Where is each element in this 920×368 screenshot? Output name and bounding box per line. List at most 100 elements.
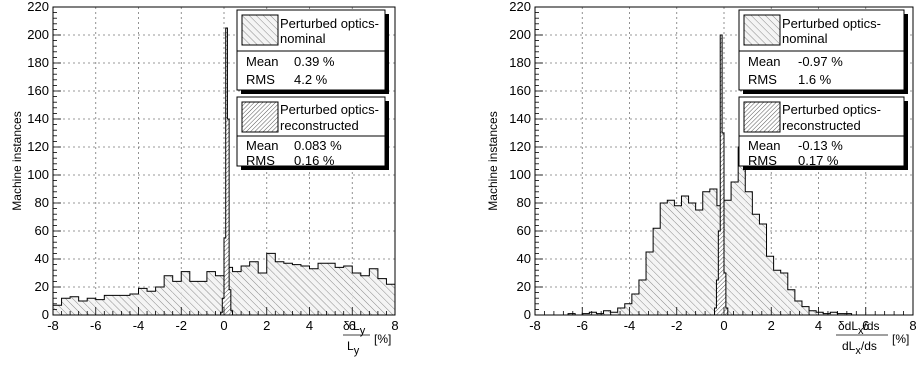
y-tick-label: 20	[517, 279, 531, 294]
histogram-bin	[780, 273, 788, 315]
stat-mean-label: Mean	[246, 138, 279, 153]
histogram-bin	[653, 228, 661, 315]
legend-nominal: Perturbed optics- nominal Mean 0.39 % RM…	[236, 9, 389, 94]
legend-label-reconstructed-line2: reconstructed	[280, 118, 359, 133]
svg-text:δdLx/ds: δdLx/ds	[838, 319, 880, 337]
histogram-bin	[844, 313, 852, 315]
x-tick-label: 4	[815, 318, 822, 333]
legend-reconstructed: Perturbed optics- reconstructed Mean 0.0…	[236, 96, 389, 170]
stat-mean-value: 0.083 %	[294, 138, 342, 153]
stat-mean-label: Mean	[246, 54, 279, 69]
legend-nominal: Perturbed optics- nominal Mean -0.97 % R…	[738, 9, 908, 94]
x-label-denominator-suffix: /ds	[861, 339, 877, 353]
histogram-bin	[720, 35, 723, 315]
histogram-bin	[326, 263, 336, 315]
x-tick-label: 8	[391, 318, 398, 333]
histogram-bin	[78, 301, 88, 315]
histogram-bin	[688, 203, 696, 315]
histogram-bin	[660, 203, 668, 315]
histogram-bin	[129, 294, 139, 315]
x-tick-labels: -8 -6 -4 -2 0 2 4 6 8	[47, 318, 398, 333]
histogram-bin	[738, 147, 746, 315]
histogram-bin	[258, 273, 267, 315]
histogram-bin	[681, 196, 689, 315]
svg-text:Ly: Ly	[347, 339, 360, 357]
y-tick-label: 80	[517, 195, 531, 210]
histogram-bin	[335, 267, 344, 315]
histogram-bin	[731, 182, 739, 315]
svg-text:δ Ly: δ Ly	[343, 319, 366, 337]
histogram-bin	[724, 273, 726, 315]
x-label-numerator: δdL	[838, 319, 858, 333]
histogram-bin	[292, 264, 301, 315]
histogram-bin	[714, 308, 717, 315]
histogram-bin	[568, 313, 576, 315]
x-axis-label: δdLx/ds dLx/ds [%]	[836, 319, 909, 357]
x-tick-label: -8	[47, 318, 59, 333]
histogram-bin	[638, 280, 647, 315]
y-tick-label: 100	[509, 167, 531, 182]
histogram-bin	[318, 263, 327, 315]
histogram-bin	[147, 291, 156, 315]
histogram-outline	[567, 146, 853, 316]
histogram-outline	[218, 27, 235, 316]
histogram-bin	[222, 298, 224, 315]
x-label-numerator-suffix: /ds	[864, 319, 880, 333]
histogram-bin	[667, 200, 675, 315]
panel-right: -8 -6 -4 -2 0 2 4 6 8 0 20 40 60 80 100 120 140 160 180 20…	[486, 0, 917, 357]
y-tick-label: 120	[509, 139, 531, 154]
histogram-bin	[718, 231, 721, 315]
histogram-bin	[617, 308, 625, 315]
legend-label-nominal-line1: Perturbed optics-	[782, 16, 881, 31]
histogram-bin	[104, 295, 113, 315]
histogram-bin	[752, 214, 760, 315]
histogram-bin	[352, 273, 361, 315]
histogram-bin	[596, 313, 604, 315]
x-tick-label: -2	[175, 318, 187, 333]
stat-rms-value: 0.16 %	[294, 153, 335, 168]
histogram-bin	[716, 280, 719, 315]
y-tick-label: 0	[524, 307, 531, 322]
x-tick-label: -8	[529, 318, 541, 333]
histogram-bin	[138, 288, 148, 315]
x-label-unit: [%]	[892, 332, 909, 346]
histogram-bin	[227, 119, 230, 315]
y-axis-label: Machine instances	[10, 111, 24, 210]
histogram-bin	[230, 310, 233, 315]
x-tick-label: -4	[133, 318, 145, 333]
panel-left: -8 -6 -4 -2 0 2 4 6 8 0 20 40 60 80 100 120 140 160 180 20…	[10, 0, 399, 357]
histogram-bin	[369, 268, 378, 315]
stat-mean-value: -0.13 %	[798, 138, 843, 153]
stat-rms-value: 0.17 %	[798, 153, 839, 168]
x-tick-label: 4	[306, 318, 313, 333]
histogram-bin	[225, 28, 228, 315]
x-label-numerator-sub: y	[360, 325, 366, 337]
x-label-denominator: L	[347, 339, 354, 353]
y-tick-label: 80	[35, 195, 49, 210]
x-tick-label: 6	[349, 318, 356, 333]
histogram-bin	[198, 281, 207, 315]
histogram-bin	[745, 191, 753, 315]
histogram-bin	[603, 310, 611, 315]
y-tick-label: 120	[27, 139, 49, 154]
histogram-bin	[87, 298, 96, 315]
stat-rms-label: RMS	[748, 153, 777, 168]
histogram-bin	[155, 287, 165, 315]
legend-swatch-reconstructed	[743, 101, 781, 133]
histogram-bin	[164, 275, 173, 315]
histogram-bin	[695, 210, 703, 315]
stat-rms-label: RMS	[246, 72, 275, 87]
legend-label-reconstructed-line1: Perturbed optics-	[782, 102, 881, 117]
x-tick-label: 0	[220, 318, 227, 333]
legend-swatch-nominal	[241, 14, 279, 46]
legend-label-nominal-line2: nominal	[782, 31, 828, 46]
x-tick-label: 2	[263, 318, 270, 333]
histogram-bin	[172, 281, 182, 315]
y-tick-label: 40	[35, 251, 49, 266]
y-tick-label: 200	[509, 27, 531, 42]
y-tick-label: 200	[27, 27, 49, 42]
histogram-bin	[224, 238, 226, 315]
histogram-bin	[759, 224, 767, 315]
legend-swatch-reconstructed	[241, 101, 279, 133]
